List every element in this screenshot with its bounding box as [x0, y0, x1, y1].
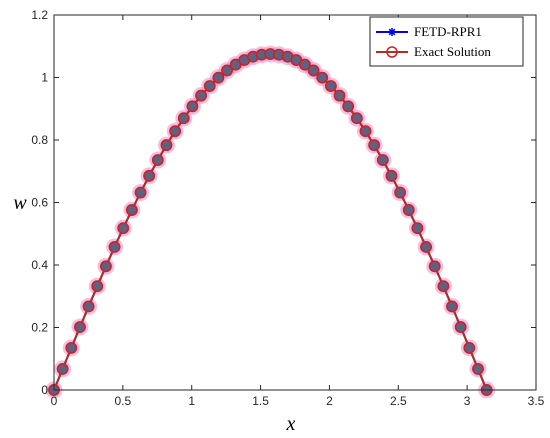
exact-marker — [402, 204, 415, 216]
exact-marker — [333, 89, 346, 102]
x-axis-label: x — [286, 413, 296, 435]
legend-box — [369, 16, 524, 67]
legend-label-fetd: FETD-RPR1 — [414, 24, 482, 39]
exact-marker — [463, 341, 476, 354]
exact-marker — [195, 89, 208, 102]
exact-marker — [82, 300, 95, 313]
legend-marker-exact — [386, 46, 398, 58]
exact-marker — [350, 112, 363, 125]
x-tick-label: 3.5 — [528, 394, 545, 408]
exact-marker — [376, 154, 389, 166]
exact-marker — [186, 100, 199, 113]
exact-marker — [342, 100, 355, 113]
exact-marker — [91, 280, 104, 293]
exact-marker — [298, 58, 311, 71]
x-tick-label: 2.5 — [390, 394, 407, 408]
exact-marker — [108, 241, 121, 253]
x-tick-label: 0.5 — [115, 394, 132, 408]
exact-marker — [428, 260, 441, 273]
exact-marker — [437, 280, 450, 293]
x-tick-label: 1 — [188, 394, 195, 408]
exact-marker — [177, 112, 190, 125]
y-tick-label: 0.8 — [31, 133, 48, 147]
exact-marker — [385, 169, 398, 182]
marker-layer — [48, 48, 493, 396]
exact-marker — [203, 80, 216, 92]
exact-marker — [394, 186, 407, 199]
x-tick-label: 3 — [464, 394, 471, 408]
exact-marker — [368, 139, 381, 152]
exact-marker — [446, 300, 458, 313]
y-tick-label: 0 — [41, 383, 48, 397]
exact-marker — [472, 362, 484, 375]
exact-marker — [160, 139, 173, 152]
exact-marker — [324, 80, 337, 92]
exact-marker — [212, 71, 225, 84]
exact-marker — [151, 154, 164, 166]
exact-marker — [56, 362, 69, 375]
asterisk-stroke — [388, 28, 396, 36]
x-tick-label: 0 — [51, 394, 58, 408]
exact-marker — [99, 260, 112, 273]
ticks: 0 0.5 1 1.5 2 2.5 3 3.5 0 0.2 0.4 0.6 0.8 1 1.2 — [31, 8, 544, 408]
y-tick-label: 1 — [41, 71, 48, 85]
y-tick-label: 1.2 — [31, 8, 48, 22]
legend: FETD-RPR1 Exact Solution — [369, 16, 524, 67]
y-tick-label: 0.4 — [31, 258, 48, 272]
exact-marker — [117, 222, 130, 235]
legend-asterisk — [388, 28, 396, 36]
exact-marker — [411, 222, 424, 235]
exact-marker — [221, 64, 234, 77]
exact-marker — [316, 71, 329, 84]
exact-marker — [454, 321, 467, 334]
exact-marker — [65, 341, 78, 354]
exact-marker — [420, 241, 433, 253]
exact-marker — [74, 321, 86, 334]
exact-marker — [307, 64, 320, 77]
x-tick-label: 2 — [326, 394, 333, 408]
legend-label-exact: Exact Solution — [414, 44, 491, 59]
y-tick-label: 0.2 — [31, 321, 48, 335]
exact-marker — [134, 186, 147, 199]
exact-marker — [125, 204, 138, 216]
y-tick-label: 0.6 — [31, 196, 48, 210]
exact-marker — [169, 125, 182, 138]
x-tick-label: 1.5 — [252, 394, 269, 408]
exact-marker — [359, 125, 372, 138]
legend-marker-fetd — [388, 28, 396, 36]
y-axis-label: w — [13, 192, 27, 214]
exact-marker — [143, 169, 156, 182]
